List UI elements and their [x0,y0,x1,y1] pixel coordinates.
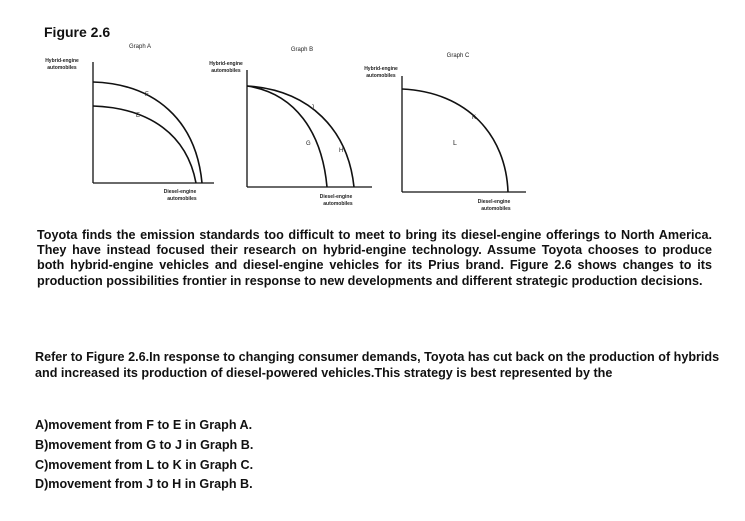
graph-c-ylabel-1: Hybrid-engine [364,66,398,72]
graph-c-xlabel-1: Diesel-engine [478,199,511,205]
graph-c-title: Graph C [447,53,470,59]
passage: Toyota finds the emission standards too … [37,228,712,289]
graph-b: Graph B Hybrid-engine automobiles J G H … [209,47,372,207]
graph-a-ylabel-2: automobiles [47,65,77,71]
graph-b-point-g: G [306,141,311,147]
graph-a-ylabel-1: Hybrid-engine [45,58,79,64]
option-a[interactable]: A)movement from F to E in Graph A. [35,418,253,432]
graph-a-ppf-outer [92,81,203,184]
graph-c-ylabel-2: automobiles [366,73,396,79]
graph-c-ppf [401,88,509,193]
graph-a-point-e: E [136,113,140,119]
graph-c-point-l: L [453,140,457,147]
answer-options: A)movement from F to E in Graph A. B)mov… [35,416,253,495]
graph-c-point-k: K [472,115,476,121]
question: Refer to Figure 2.6.In response to chang… [35,350,725,381]
option-b[interactable]: B)movement from G to J in Graph B. [35,437,254,452]
graph-b-ylabel-1: Hybrid-engine [209,61,243,67]
option-c[interactable]: C)movement from L to K in Graph C. [35,457,254,472]
graph-c-xlabel-2: automobiles [481,206,511,212]
graph-b-point-j: J [311,105,314,111]
passage-text: Toyota finds the emission standards too … [37,228,712,288]
graph-b-ylabel-2: automobiles [211,68,241,74]
graph-a-point-f: F [145,92,149,98]
graph-b-ppf-inner [246,85,328,188]
question-text: Refer to Figure 2.6.In response to chang… [35,350,720,380]
figure-title: Figure 2.6 [44,24,111,40]
graph-b-xlabel-2: automobiles [323,201,353,207]
graph-b-title: Graph B [291,47,313,53]
graph-c: Graph C Hybrid-engine automobiles K L Di… [364,53,526,212]
graph-b-xlabel-1: Diesel-engine [320,194,353,200]
graph-b-point-h: H [339,148,343,154]
graph-a-ppf-inner [92,105,197,184]
figure-graphs: Graph A Hybrid-engine automobiles F E Di… [45,44,526,212]
graph-a: Graph A Hybrid-engine automobiles F E Di… [45,44,214,202]
graph-a-title: Graph A [129,44,151,50]
option-d[interactable]: D)movement from J to H in Graph B. [35,477,253,492]
graph-a-xlabel-1: Diesel-engine [164,189,197,195]
graph-a-xlabel-2: automobiles [167,196,197,202]
graph-b-ppf-outer [246,85,355,188]
